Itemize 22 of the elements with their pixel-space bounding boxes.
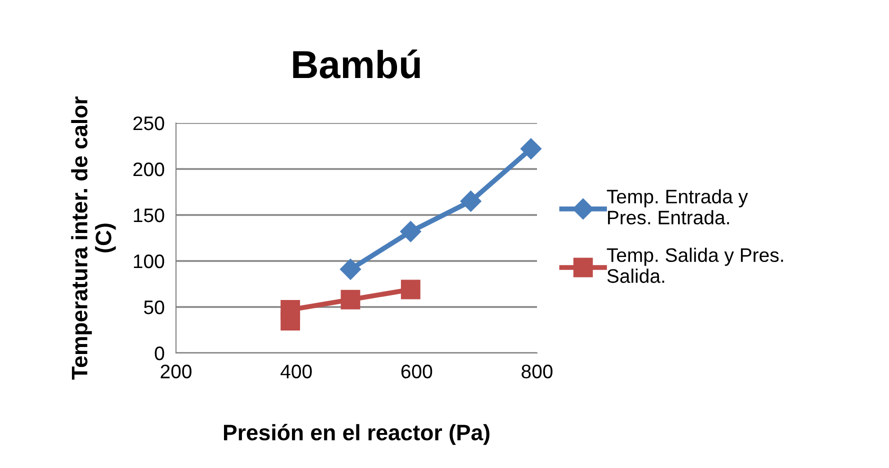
x-axis-title: Presión en el reactor (Pa) (224, 424, 490, 445)
y-tick-label: 50 (144, 300, 164, 314)
y-tick-label: 250 (133, 116, 164, 130)
point (280, 300, 300, 320)
y-tick-label: 0 (154, 346, 164, 360)
x-tick-label: 200 (160, 364, 192, 378)
legend-label: Temp. Entrada y Pres. Entrada. (606, 189, 748, 224)
x-tick-label: 800 (522, 364, 552, 378)
x-tick-label: 600 (401, 364, 432, 378)
y-axis-title: Temperatura inter. de calor (C) (71, 96, 116, 380)
y-tick-label: 200 (133, 162, 164, 176)
legend-label: Temp. Salida y Pres. Salida. (606, 248, 783, 283)
point (340, 290, 360, 310)
point (400, 280, 420, 300)
y-tick-label: 100 (134, 254, 164, 268)
chart-title: Bambú (293, 50, 420, 78)
point (400, 221, 422, 242)
point (520, 138, 542, 160)
x-tick-label: 400 (280, 364, 312, 378)
point (460, 190, 482, 212)
y-tick-label: 150 (134, 208, 164, 222)
point (340, 258, 361, 280)
